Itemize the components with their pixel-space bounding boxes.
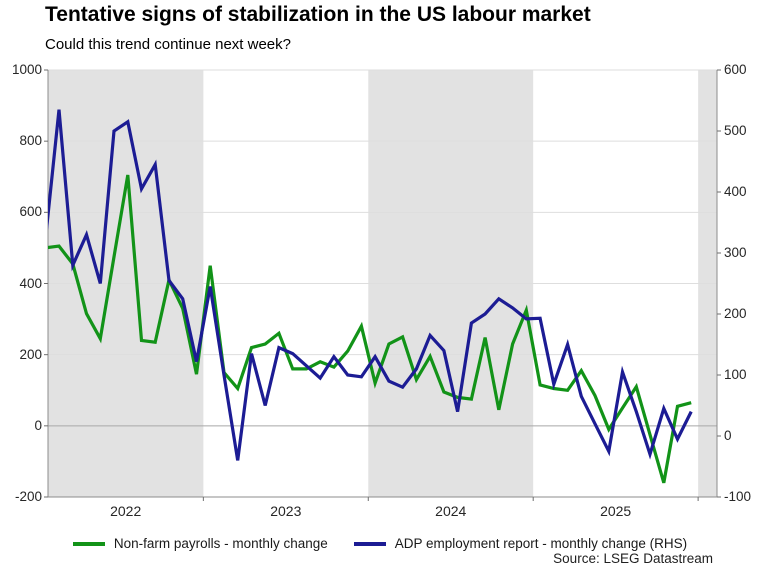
y-tick-label-right: 400 [724, 184, 747, 199]
legend-label-adp: ADP employment report - monthly change (… [394, 536, 688, 551]
nonfarm-payrolls-line-swatch [72, 541, 105, 546]
x-year-label: 2024 [435, 503, 467, 519]
x-year-label: 2022 [110, 503, 142, 519]
y-tick-label-right: 500 [724, 123, 747, 138]
y-tick-label-right: 0 [724, 428, 732, 443]
adp-line [48, 109, 693, 461]
y-tick-label-left: 200 [19, 346, 42, 362]
y-tick-label-right: 200 [724, 306, 747, 321]
y-tick-label-left: 600 [19, 204, 42, 220]
source-text: Source: LSEG Datastream [553, 551, 713, 566]
y-tick-label-right: -100 [724, 489, 752, 504]
adp-line-swatch [353, 541, 386, 546]
legend: Non-farm payrolls - monthly change ADP e… [0, 536, 760, 551]
legend-item-adp: ADP employment report - monthly change (… [353, 536, 688, 551]
nonfarm-payrolls-line [48, 174, 692, 484]
chart-subtitle: Could this trend continue next week? [45, 36, 291, 53]
y-tick-label-right: 600 [724, 62, 747, 77]
y-tick-label-left: 0 [34, 417, 42, 433]
y-tick-label-left: 1000 [11, 62, 42, 77]
y-tick-label-left: 800 [19, 133, 42, 149]
legend-item-nonfarm-payrolls: Non-farm payrolls - monthly change [72, 536, 328, 551]
chart-title: Tentative signs of stabilization in the … [45, 3, 591, 26]
y-tick-label-right: 100 [724, 367, 747, 382]
legend-label-nonfarm-payrolls: Non-farm payrolls - monthly change [113, 536, 328, 551]
x-year-label: 2023 [270, 503, 302, 519]
y-tick-label-left: -200 [14, 489, 42, 504]
y-tick-label-left: 400 [19, 275, 42, 291]
y-tick-label-right: 300 [724, 245, 747, 260]
x-year-label: 2025 [600, 503, 632, 519]
